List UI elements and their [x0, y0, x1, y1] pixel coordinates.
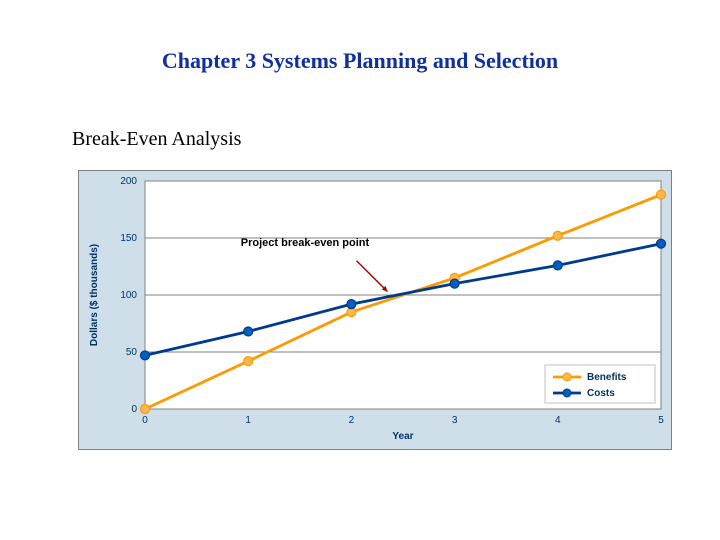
legend-label: Costs	[587, 388, 615, 399]
series-marker-benefits	[657, 190, 666, 199]
section-subtitle: Break-Even Analysis	[72, 128, 241, 151]
x-tick-label: 0	[142, 415, 148, 426]
y-tick-label: 150	[120, 233, 137, 244]
x-tick-label: 2	[349, 415, 355, 426]
page: Chapter 3 Systems Planning and Selection…	[0, 0, 720, 540]
y-axis-label: Dollars ($ thousands)	[89, 244, 100, 346]
x-tick-label: 5	[658, 415, 664, 426]
x-tick-label: 3	[452, 415, 458, 426]
legend-marker	[563, 389, 571, 397]
series-marker-costs	[244, 327, 253, 336]
page-title: Chapter 3 Systems Planning and Selection	[0, 48, 720, 74]
series-marker-costs	[347, 300, 356, 309]
x-tick-label: 4	[555, 415, 561, 426]
x-tick-label: 1	[245, 415, 251, 426]
series-marker-costs	[553, 261, 562, 270]
x-axis-label: Year	[392, 431, 413, 442]
break-even-chart: 0 50 100 150 200 0 1 2 3 4 5 Year Dollars ($ thousan…	[78, 170, 672, 450]
series-marker-benefits	[141, 405, 150, 414]
y-tick-label: 50	[126, 347, 138, 358]
legend-marker	[563, 373, 571, 381]
series-marker-benefits	[244, 357, 253, 366]
legend-label: Benefits	[587, 372, 627, 383]
series-marker-costs	[657, 239, 666, 248]
series-marker-benefits	[553, 231, 562, 240]
y-tick-label: 100	[120, 290, 137, 301]
series-marker-costs	[450, 279, 459, 288]
annotation-text: Project break-even point	[241, 237, 370, 249]
series-marker-costs	[141, 351, 150, 360]
y-tick-label: 0	[131, 404, 137, 415]
y-tick-label: 200	[120, 176, 137, 187]
